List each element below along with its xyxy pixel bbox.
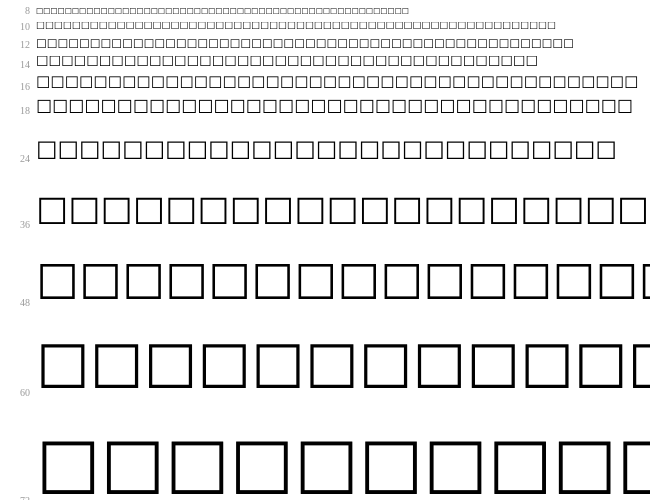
waterfall-row-72: 72☐☐☐☐☐☐☐☐☐☐☐☐ — [0, 434, 650, 500]
size-label: 60 — [0, 389, 36, 399]
glyph-strip: ☐☐☐☐☐☐☐☐☐☐☐☐☐☐☐☐☐☐☐☐☐☐☐☐☐☐☐ — [36, 140, 650, 164]
waterfall-row-36: 36☐☐☐☐☐☐☐☐☐☐☐☐☐☐☐☐☐☐☐ — [0, 194, 650, 230]
size-label: 24 — [0, 155, 36, 165]
glyph-strip: ☐☐☐☐☐☐☐☐☐☐☐☐☐☐☐☐☐☐☐☐☐☐☐☐☐☐☐☐☐☐☐☐☐☐☐☐☐ — [36, 98, 650, 116]
glyph-strip: ☐☐☐☐☐☐☐☐☐☐☐☐☐☐☐☐☐☐☐☐☐☐☐☐☐☐☐☐☐☐☐☐☐☐☐☐☐☐☐☐… — [36, 76, 650, 92]
size-label: 16 — [0, 83, 36, 93]
size-label: 8 — [0, 7, 36, 17]
glyph-strip: ☐☐☐☐☐☐☐☐☐☐☐☐☐☐☐☐☐☐☐ — [36, 194, 650, 230]
glyph-strip: ☐☐☐☐☐☐☐☐☐☐☐☐☐☐☐☐☐☐☐☐☐☐☐☐☐☐☐☐☐☐☐☐☐☐☐☐☐☐☐☐… — [36, 38, 650, 50]
glyph-strip: ☐☐☐☐☐☐☐☐☐☐☐☐☐☐☐☐☐☐☐☐☐☐☐☐☐☐☐☐☐☐☐☐☐☐☐☐☐☐☐☐ — [36, 56, 650, 70]
glyph-strip: ☐☐☐☐☐☐☐☐☐☐☐☐☐☐☐☐☐☐☐☐☐☐☐☐☐☐☐☐☐☐☐☐☐☐☐☐☐☐☐☐… — [36, 22, 650, 32]
waterfall-row-18: 18☐☐☐☐☐☐☐☐☐☐☐☐☐☐☐☐☐☐☐☐☐☐☐☐☐☐☐☐☐☐☐☐☐☐☐☐☐ — [0, 98, 650, 116]
size-label: 14 — [0, 61, 36, 71]
type-waterfall: 8☐☐☐☐☐☐☐☐☐☐☐☐☐☐☐☐☐☐☐☐☐☐☐☐☐☐☐☐☐☐☐☐☐☐☐☐☐☐☐… — [0, 0, 650, 500]
waterfall-row-16: 16☐☐☐☐☐☐☐☐☐☐☐☐☐☐☐☐☐☐☐☐☐☐☐☐☐☐☐☐☐☐☐☐☐☐☐☐☐☐… — [0, 76, 650, 92]
size-label: 12 — [0, 41, 36, 51]
waterfall-row-24: 24☐☐☐☐☐☐☐☐☐☐☐☐☐☐☐☐☐☐☐☐☐☐☐☐☐☐☐ — [0, 140, 650, 164]
glyph-strip: ☐☐☐☐☐☐☐☐☐☐☐☐☐☐☐☐☐☐☐☐☐☐☐☐☐☐☐☐☐☐☐☐☐☐☐☐☐☐☐☐… — [36, 8, 650, 16]
glyph-strip: ☐☐☐☐☐☐☐☐☐☐☐☐☐☐☐☐ — [36, 260, 650, 308]
size-label: 18 — [0, 107, 36, 117]
waterfall-row-14: 14☐☐☐☐☐☐☐☐☐☐☐☐☐☐☐☐☐☐☐☐☐☐☐☐☐☐☐☐☐☐☐☐☐☐☐☐☐☐… — [0, 56, 650, 70]
size-label: 48 — [0, 299, 36, 309]
waterfall-row-12: 12☐☐☐☐☐☐☐☐☐☐☐☐☐☐☐☐☐☐☐☐☐☐☐☐☐☐☐☐☐☐☐☐☐☐☐☐☐☐… — [0, 38, 650, 50]
glyph-strip: ☐☐☐☐☐☐☐☐☐☐☐☐ — [36, 434, 650, 500]
waterfall-row-60: 60☐☐☐☐☐☐☐☐☐☐☐☐☐☐ — [0, 338, 650, 398]
glyph-strip: ☐☐☐☐☐☐☐☐☐☐☐☐☐☐ — [36, 338, 650, 398]
waterfall-row-48: 48☐☐☐☐☐☐☐☐☐☐☐☐☐☐☐☐ — [0, 260, 650, 308]
waterfall-row-8: 8☐☐☐☐☐☐☐☐☐☐☐☐☐☐☐☐☐☐☐☐☐☐☐☐☐☐☐☐☐☐☐☐☐☐☐☐☐☐☐… — [0, 8, 650, 16]
waterfall-row-10: 10☐☐☐☐☐☐☐☐☐☐☐☐☐☐☐☐☐☐☐☐☐☐☐☐☐☐☐☐☐☐☐☐☐☐☐☐☐☐… — [0, 22, 650, 32]
size-label: 10 — [0, 23, 36, 33]
size-label: 36 — [0, 221, 36, 231]
